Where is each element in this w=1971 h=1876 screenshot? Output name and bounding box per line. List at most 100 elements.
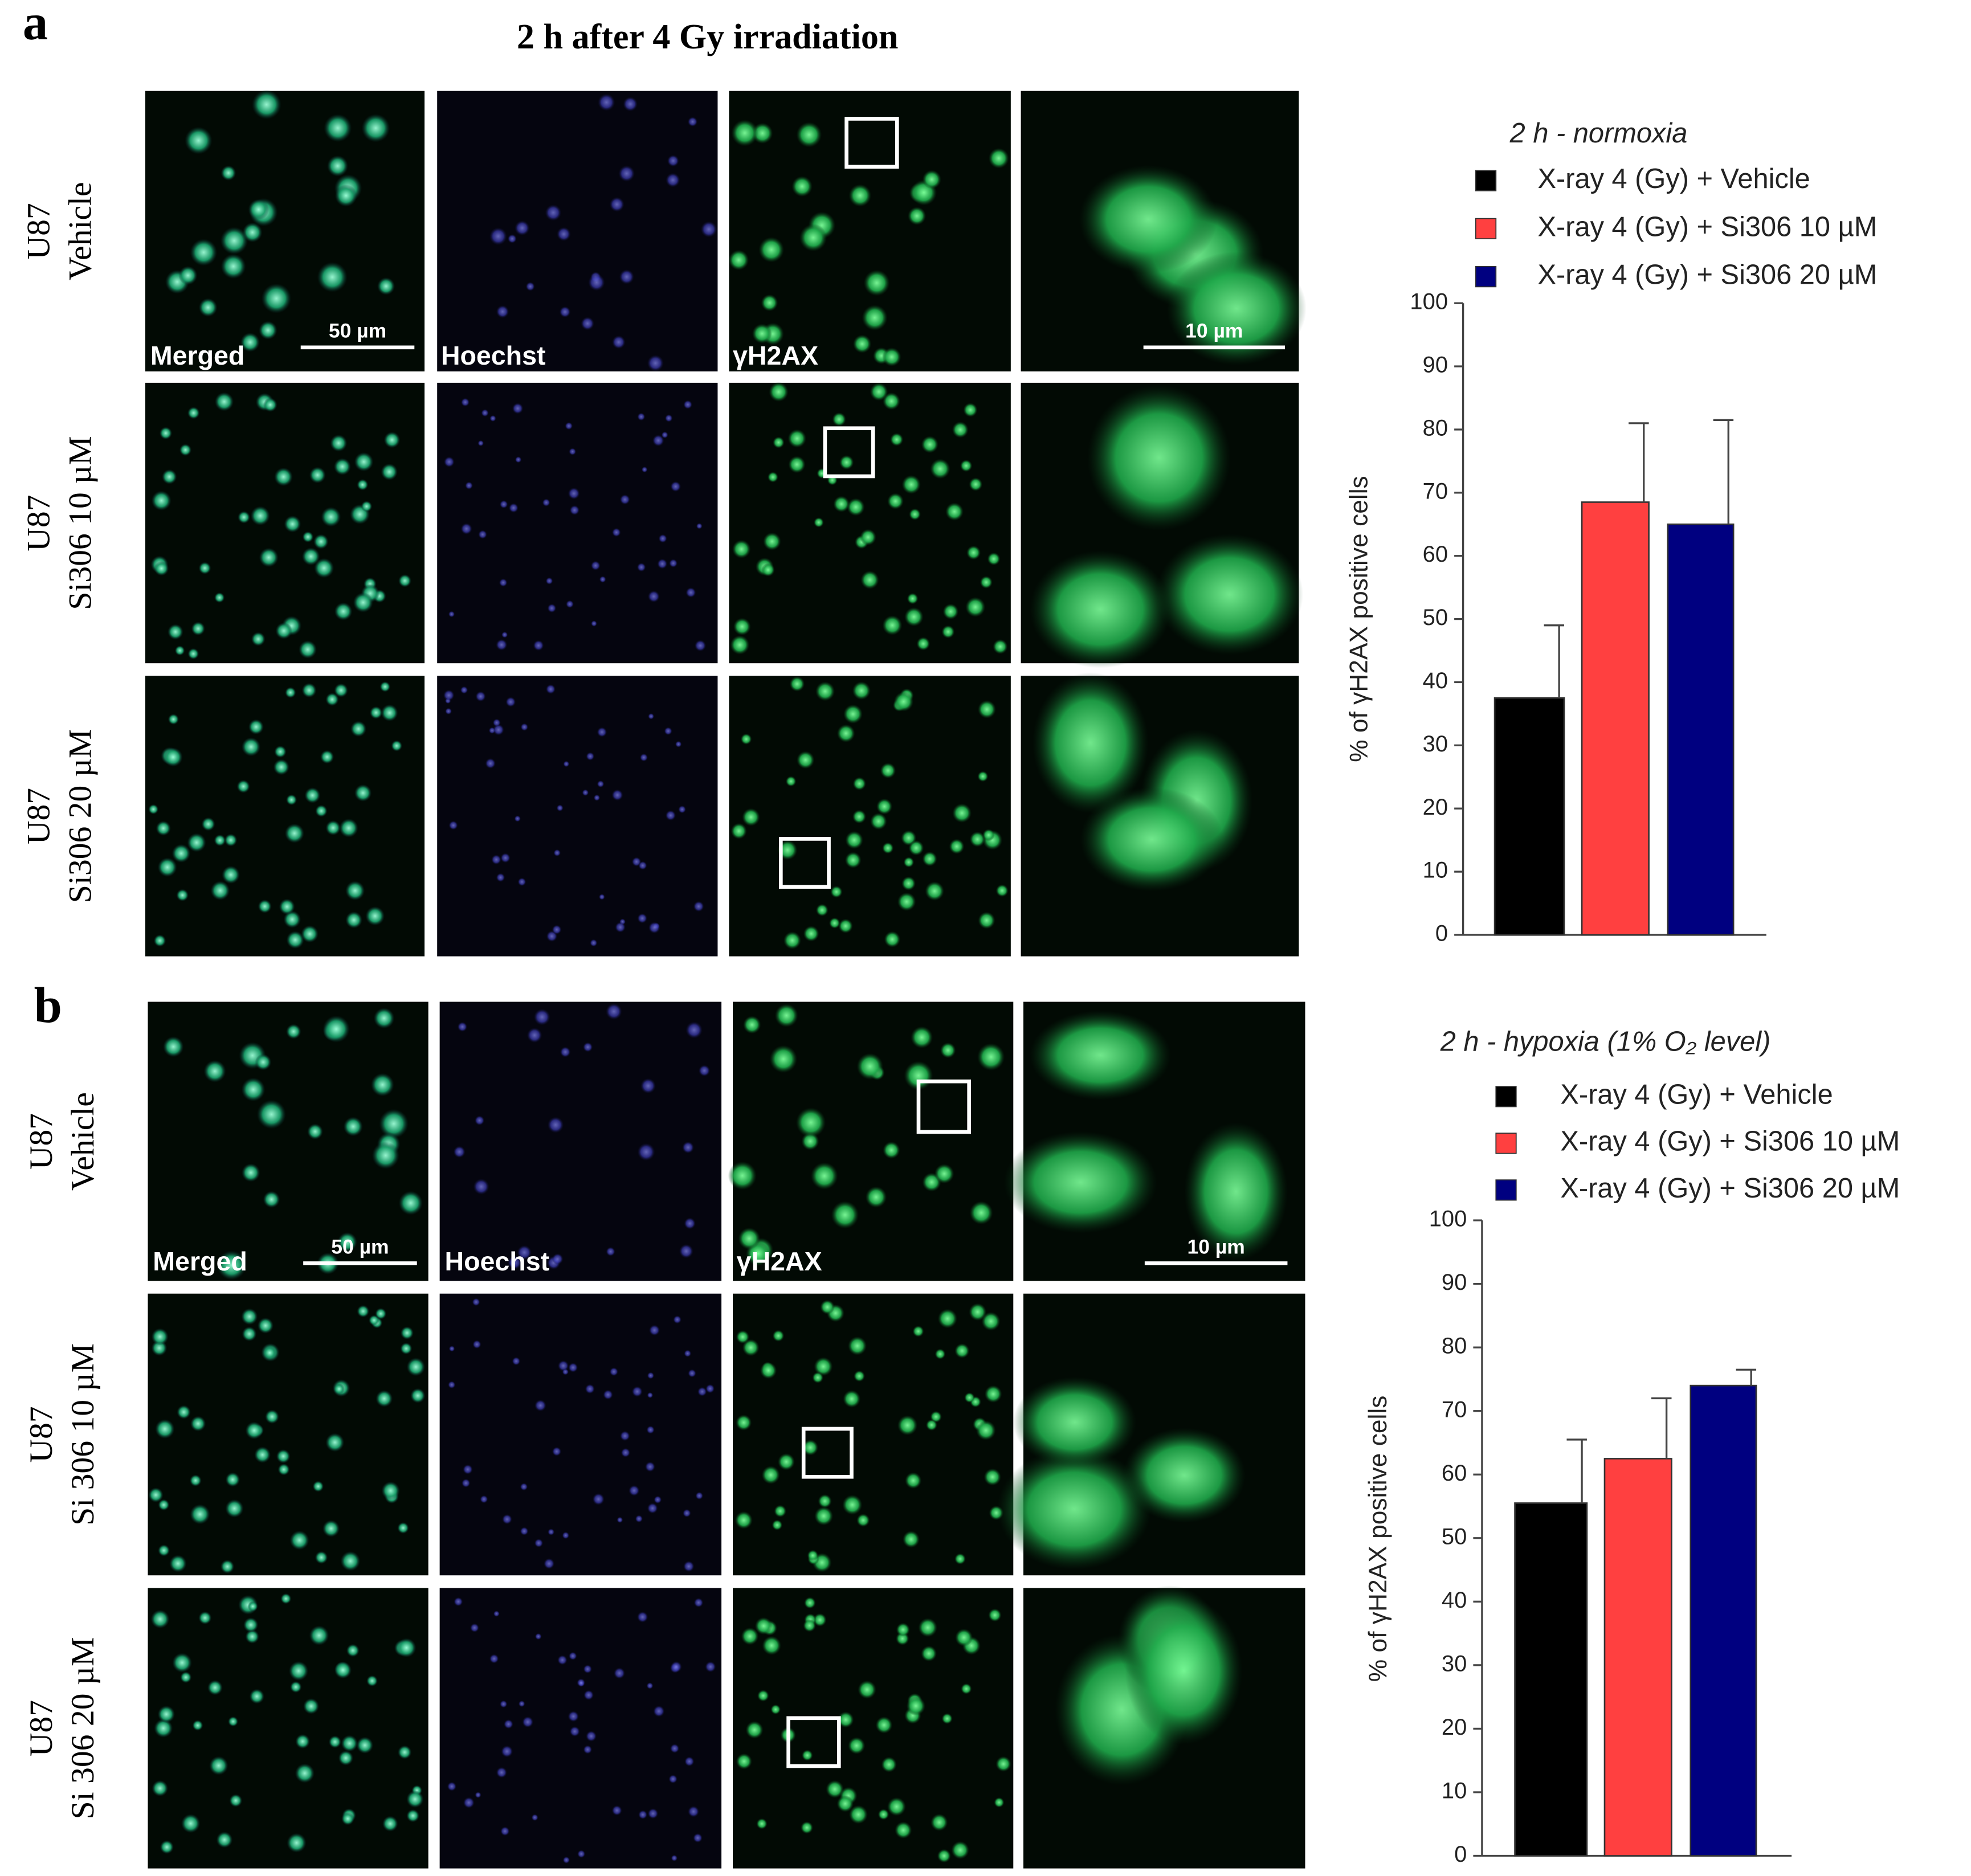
cell <box>377 277 395 295</box>
cell <box>163 747 183 767</box>
cell <box>696 522 703 529</box>
cell <box>190 1504 210 1524</box>
cell <box>916 637 931 651</box>
cell <box>474 1115 485 1126</box>
cell <box>372 1142 399 1170</box>
cell <box>301 682 317 698</box>
cell <box>961 1683 972 1695</box>
cell <box>274 467 293 487</box>
cell <box>249 1689 265 1704</box>
cell <box>756 1818 768 1829</box>
row-label: U87 <box>21 788 56 844</box>
cell <box>978 912 995 929</box>
cell <box>547 603 557 613</box>
cell <box>814 1357 833 1376</box>
legend-title: 2 h - normoxia <box>1509 118 1688 149</box>
cell <box>176 889 189 902</box>
row-label: Si 306 10 µM <box>65 1343 101 1526</box>
cell <box>728 250 749 271</box>
scale-bar-label: 50 µm <box>329 320 386 342</box>
cell <box>907 592 919 604</box>
cell <box>812 1372 824 1384</box>
y-tick-label: 100 <box>1429 1207 1467 1232</box>
cell <box>791 175 813 197</box>
cell <box>156 820 171 836</box>
cell <box>245 1421 263 1440</box>
cell <box>995 884 1009 897</box>
y-tick-label: 80 <box>1442 1334 1467 1359</box>
cell <box>742 1339 760 1356</box>
cell <box>845 831 863 849</box>
cell <box>882 842 894 854</box>
cell <box>274 745 287 758</box>
cell <box>966 545 981 560</box>
cell <box>350 721 367 737</box>
cell <box>365 906 385 926</box>
cell <box>668 1775 678 1784</box>
cell <box>664 727 672 735</box>
cell <box>921 436 938 453</box>
cell <box>813 517 824 528</box>
cell <box>583 1664 592 1674</box>
cell <box>177 1405 191 1420</box>
cell <box>675 741 682 747</box>
cell <box>500 1826 510 1836</box>
cell <box>839 455 854 470</box>
cell <box>508 503 519 513</box>
cell <box>154 561 169 576</box>
cell <box>203 1060 226 1083</box>
cell <box>503 1719 513 1729</box>
cell <box>473 1178 489 1195</box>
micrograph <box>729 676 1011 957</box>
cell <box>547 1117 564 1133</box>
cell <box>259 547 279 567</box>
cell <box>328 1735 341 1748</box>
cell <box>295 1734 311 1749</box>
cell <box>658 534 667 543</box>
image-label: γH2AX <box>737 1246 822 1276</box>
cell <box>472 1340 481 1349</box>
legend-swatch <box>1495 1133 1517 1154</box>
cell <box>918 1618 938 1637</box>
cell <box>225 1472 240 1487</box>
cell <box>288 1661 309 1681</box>
y-tick-label: 20 <box>1442 1715 1467 1740</box>
micrograph <box>145 676 425 957</box>
legend-swatch <box>1475 170 1497 191</box>
cell <box>457 1021 468 1032</box>
cell <box>881 1756 897 1773</box>
cell <box>858 1680 876 1699</box>
cell <box>903 856 915 868</box>
image-frame <box>439 1588 722 1869</box>
cell <box>577 1678 586 1687</box>
row-label: U87 <box>23 1113 59 1170</box>
cell <box>906 1696 926 1716</box>
cell <box>810 1162 838 1190</box>
cell <box>369 706 383 720</box>
cell <box>445 708 452 715</box>
cell <box>638 861 647 870</box>
cell <box>848 184 872 207</box>
cell <box>1123 1428 1246 1523</box>
cell <box>304 787 321 804</box>
cell <box>736 1753 752 1769</box>
bar <box>1493 697 1565 936</box>
micrograph <box>1021 382 1304 668</box>
cell <box>460 686 468 694</box>
cell <box>621 1448 631 1458</box>
cell <box>586 752 595 761</box>
legend-label: X-ray 4 (Gy) + Si306 10 µM <box>1537 211 1877 242</box>
cell <box>980 575 993 589</box>
cell <box>667 154 679 167</box>
cell <box>284 515 301 533</box>
micrograph <box>148 1293 429 1576</box>
cell <box>887 493 904 510</box>
cell <box>443 689 455 701</box>
y-axis-label: % of γH2AX positive cells <box>1345 476 1373 762</box>
y-tick-label: 30 <box>1442 1651 1467 1676</box>
cell <box>937 1309 958 1329</box>
cell <box>152 1780 169 1797</box>
cell <box>742 808 760 827</box>
cell <box>263 398 278 412</box>
cell <box>356 1736 374 1754</box>
